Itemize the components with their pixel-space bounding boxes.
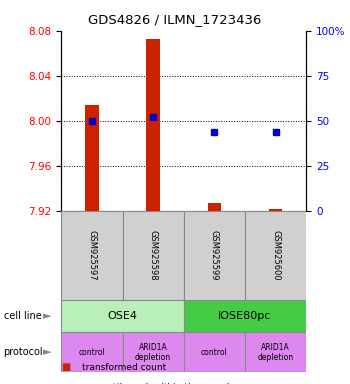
Bar [85,105,99,211]
Bar [245,332,306,372]
Bar [184,211,245,300]
Bar [122,211,184,300]
Bar [122,332,184,372]
Bar [61,211,122,300]
Text: GSM925599: GSM925599 [210,230,219,281]
Bar [184,300,306,332]
Text: transformed count: transformed count [82,364,167,372]
Text: control: control [201,348,228,357]
Text: IOSE80pc: IOSE80pc [218,311,272,321]
Text: ARID1A
depletion: ARID1A depletion [135,343,171,362]
Text: ■: ■ [61,383,70,384]
Bar [146,39,160,211]
Text: GDS4826 / ILMN_1723436: GDS4826 / ILMN_1723436 [88,13,262,26]
Text: protocol: protocol [4,347,43,358]
Text: GSM925600: GSM925600 [271,230,280,281]
Bar [208,203,221,211]
Text: percentile rank within the sample: percentile rank within the sample [82,383,235,384]
Bar [61,332,122,372]
Bar [269,209,282,211]
Text: GSM925598: GSM925598 [149,230,158,281]
Text: cell line: cell line [4,311,41,321]
Text: control: control [78,348,105,357]
Bar [245,211,306,300]
Text: ►: ► [43,311,51,321]
Text: OSE4: OSE4 [107,311,138,321]
Text: ►: ► [43,347,51,358]
Text: ARID1A
depletion: ARID1A depletion [258,343,294,362]
Text: GSM925597: GSM925597 [88,230,96,281]
Text: ■: ■ [61,362,70,372]
Bar [61,300,184,332]
Bar [184,332,245,372]
